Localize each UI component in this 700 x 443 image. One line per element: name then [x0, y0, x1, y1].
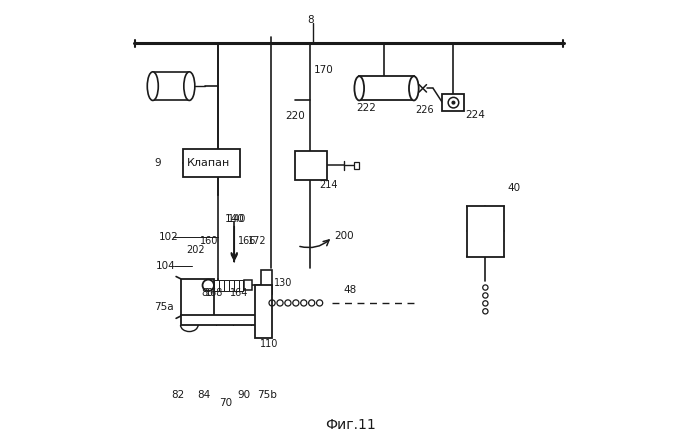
Bar — [224, 280, 229, 291]
Text: 226: 226 — [415, 105, 434, 115]
Text: 140: 140 — [228, 214, 246, 224]
Text: 104: 104 — [156, 260, 176, 271]
Bar — [239, 280, 244, 291]
Bar — [256, 285, 272, 338]
Text: 202: 202 — [186, 245, 205, 255]
Text: 140: 140 — [225, 214, 244, 224]
Bar — [295, 151, 327, 180]
Text: 130: 130 — [274, 278, 292, 288]
Text: 170: 170 — [314, 65, 334, 74]
Text: 84: 84 — [197, 389, 211, 400]
Bar — [219, 280, 224, 291]
Bar — [261, 270, 272, 294]
Text: 75a: 75a — [154, 302, 174, 312]
Text: 220: 220 — [285, 111, 304, 121]
Ellipse shape — [147, 72, 158, 101]
Text: 40: 40 — [508, 183, 521, 194]
Text: 214: 214 — [319, 180, 337, 190]
Text: 200: 200 — [335, 231, 354, 241]
Text: 9: 9 — [154, 158, 161, 168]
Text: 8: 8 — [307, 16, 314, 25]
Text: 172: 172 — [248, 236, 267, 246]
Text: 168: 168 — [204, 288, 223, 298]
Bar — [181, 279, 214, 316]
Text: 80: 80 — [202, 288, 214, 298]
Text: 90: 90 — [238, 389, 251, 400]
Bar — [359, 76, 414, 101]
Bar — [229, 280, 234, 291]
Text: 224: 224 — [466, 110, 485, 120]
Bar — [183, 149, 240, 178]
Bar — [234, 280, 239, 291]
Ellipse shape — [184, 72, 195, 101]
Ellipse shape — [354, 76, 364, 101]
Bar — [442, 94, 465, 112]
Text: 164: 164 — [230, 288, 248, 298]
Text: Фиг.11: Фиг.11 — [325, 418, 375, 432]
Text: 110: 110 — [260, 339, 278, 349]
Text: 82: 82 — [172, 389, 185, 400]
Text: Клапан: Клапан — [187, 158, 230, 168]
Bar — [354, 162, 359, 169]
Ellipse shape — [409, 76, 419, 101]
Circle shape — [452, 101, 455, 104]
Bar — [153, 72, 189, 101]
Bar — [181, 315, 271, 325]
Text: 166: 166 — [238, 236, 256, 246]
Text: 48: 48 — [344, 285, 356, 295]
Bar — [214, 280, 219, 291]
Text: 160: 160 — [200, 236, 218, 246]
Text: 102: 102 — [158, 232, 178, 242]
Text: 75b: 75b — [257, 389, 276, 400]
Text: 222: 222 — [356, 103, 377, 113]
Bar — [244, 280, 252, 290]
Bar — [467, 206, 504, 256]
Text: 70: 70 — [219, 398, 232, 408]
